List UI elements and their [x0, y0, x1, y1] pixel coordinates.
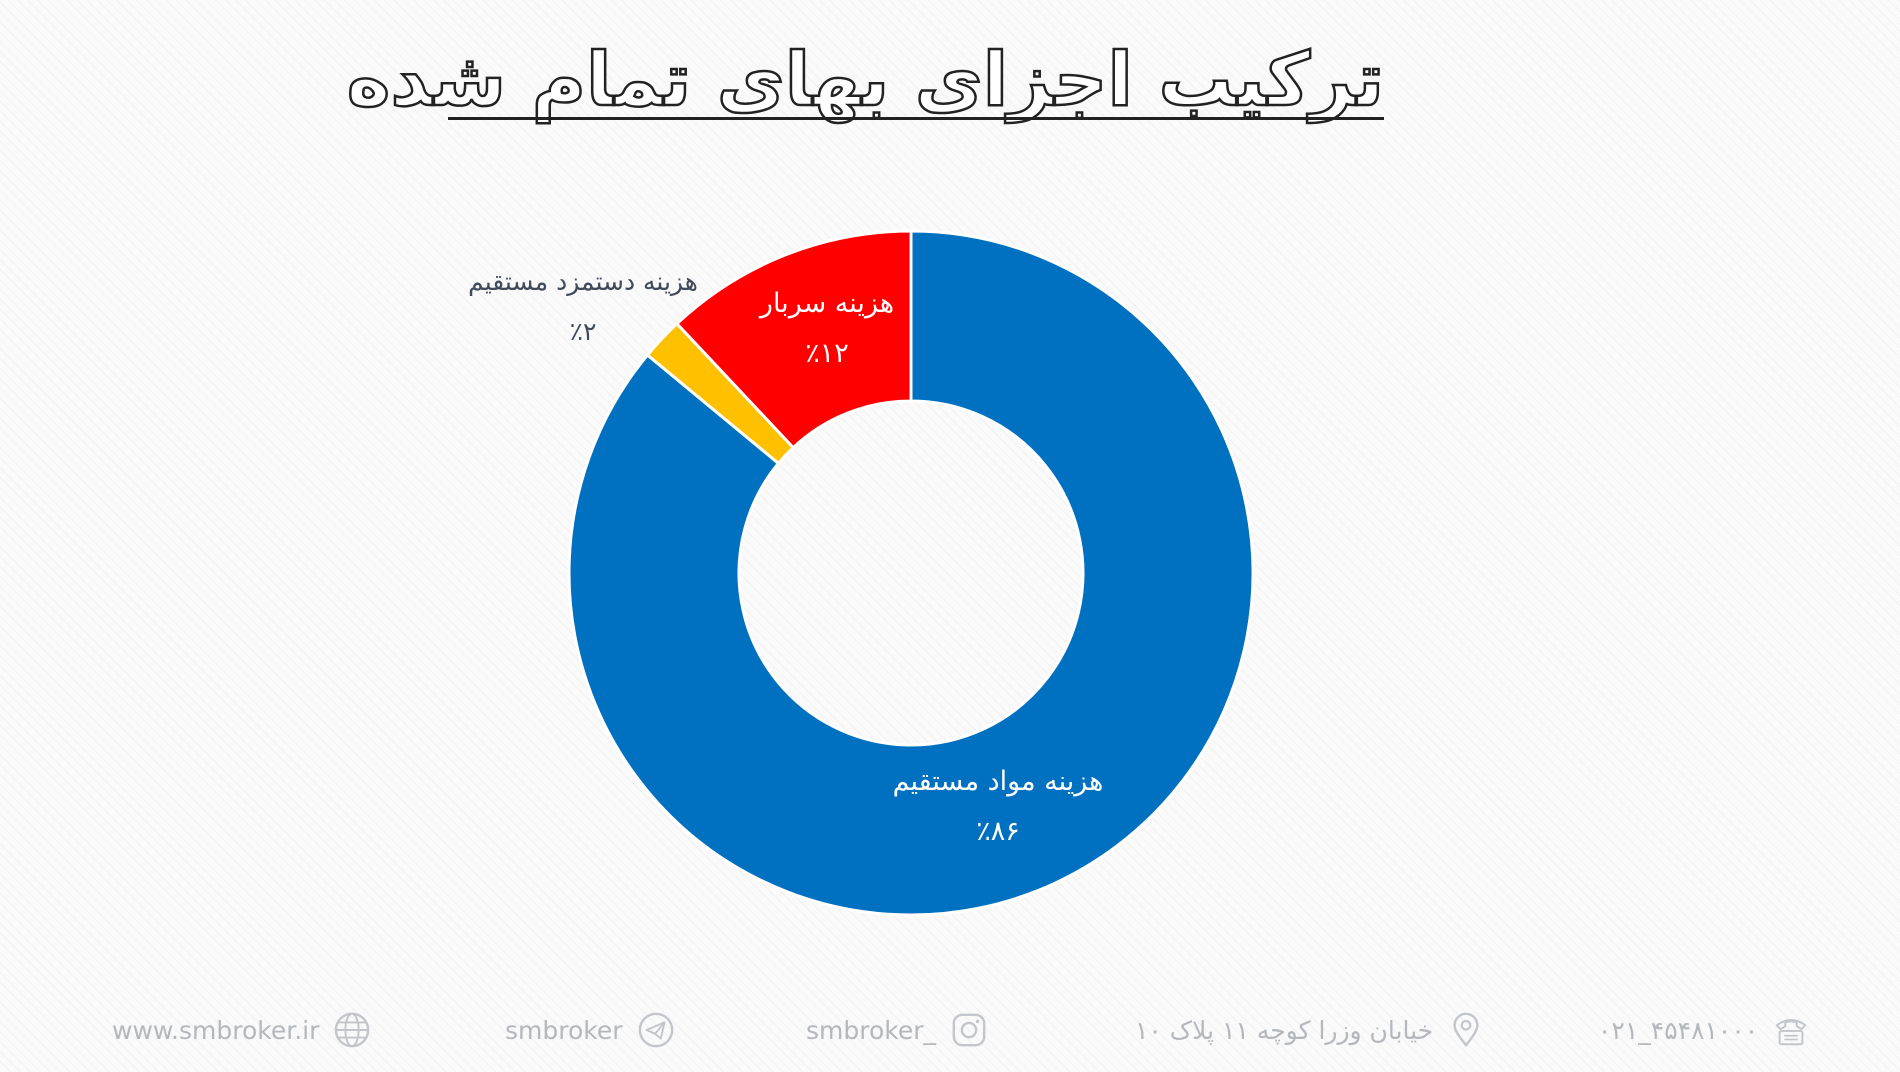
website-text[interactable]: www.smbroker.ir — [112, 1015, 320, 1045]
slice-label-2: هزینه سربار — [758, 288, 894, 319]
globe-icon — [335, 1012, 370, 1048]
chart-title: ترکیب اجزای بهای تمام شده — [346, 37, 1386, 123]
footer-phone[interactable]: ۰۲۱_۴۵۴۸۱۰۰۰ — [1598, 1010, 1810, 1050]
footer-website[interactable]: www.smbroker.ir — [112, 1010, 371, 1050]
address-text: خیابان وزرا کوچه ۱۱ پلاک ۱۰ — [1135, 1015, 1434, 1045]
footer-address: خیابان وزرا کوچه ۱۱ پلاک ۱۰ — [1135, 1010, 1485, 1050]
slice-label-1: هزینه دستمزد مستقیم — [468, 267, 698, 297]
donut-slice-2 — [674, 229, 913, 450]
title-underline — [448, 117, 1384, 120]
telegram-icon — [638, 1012, 673, 1048]
location-pin-icon — [1453, 1012, 1479, 1048]
footer-telegram[interactable]: smbroker — [505, 1010, 675, 1050]
chart-title-block: ترکیب اجزای بهای تمام شده — [346, 37, 1386, 128]
slice-value-2: ٪۱۲ — [805, 338, 849, 369]
telegram-text[interactable]: smbroker — [505, 1015, 623, 1045]
slice-label-0: هزینه مواد مستقیم — [893, 766, 1104, 797]
slice-value-1: ٪۲ — [570, 317, 597, 346]
instagram-text[interactable]: smbroker_ — [806, 1015, 937, 1045]
footer-instagram[interactable]: smbroker_ — [806, 1010, 988, 1050]
footer-bar: www.smbroker.ir smbroker smbroker_ خیابا… — [0, 1000, 1900, 1060]
phone-icon — [1776, 1019, 1807, 1046]
phone-text[interactable]: ۰۲۱_۴۵۴۸۱۰۰۰ — [1598, 1015, 1759, 1045]
slice-value-0: ٪۸۶ — [976, 816, 1020, 847]
donut-slice-0 — [567, 229, 1255, 917]
instagram-icon — [952, 1013, 986, 1047]
